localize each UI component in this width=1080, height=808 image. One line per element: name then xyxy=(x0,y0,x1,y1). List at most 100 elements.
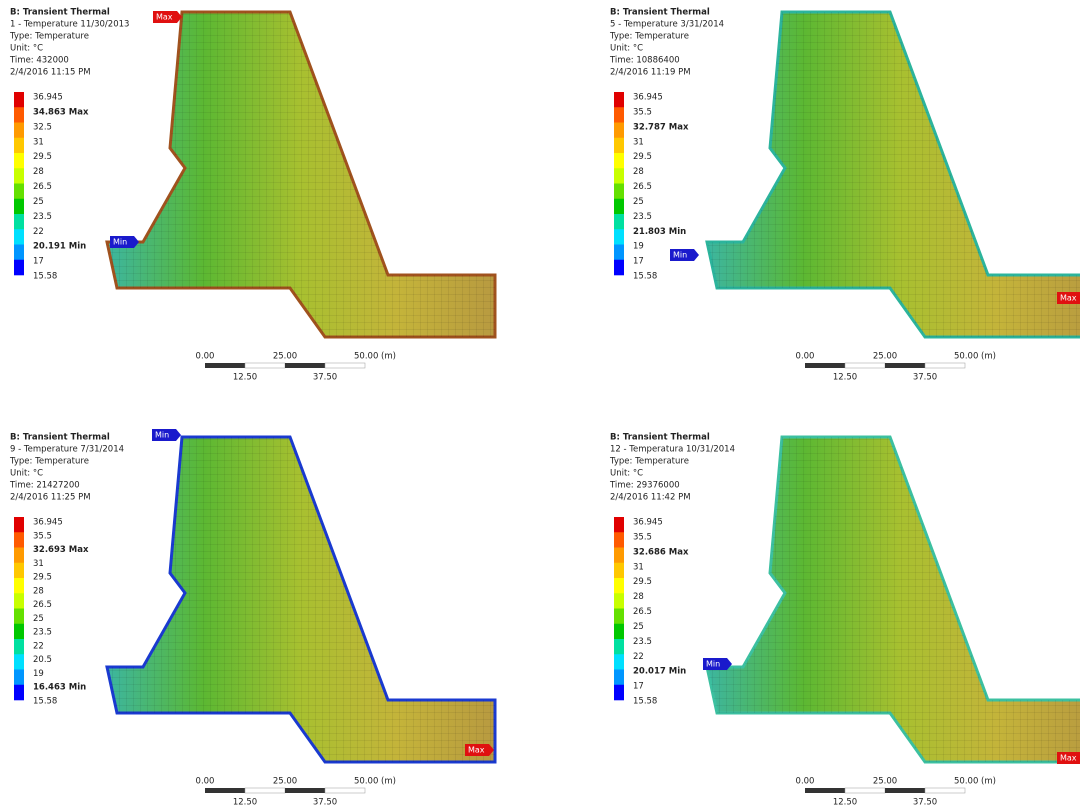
scale-seg xyxy=(285,363,325,368)
scale-label: 0.00 xyxy=(796,352,815,362)
legend-label: 25 xyxy=(33,197,44,207)
scale-seg xyxy=(205,788,245,793)
legend-label: 25 xyxy=(633,197,644,207)
scale-seg xyxy=(324,787,366,794)
dam-mesh xyxy=(107,437,495,762)
legend-band xyxy=(614,214,624,230)
legend-label: 32.787 Max xyxy=(633,122,689,132)
header-line: 1 - Temperature 11/30/2013 xyxy=(10,20,129,30)
scale-label: 12.50 xyxy=(233,373,257,383)
scale-seg xyxy=(285,788,325,793)
scale-label: 25.00 xyxy=(873,777,897,787)
header-line: Type: Temperature xyxy=(9,32,89,42)
legend-label: 31 xyxy=(633,137,644,147)
scale-seg xyxy=(205,363,245,368)
legend-label: 28 xyxy=(633,592,644,602)
min-tag-box xyxy=(703,658,732,670)
legend-band xyxy=(14,593,24,609)
legend-label: 26.5 xyxy=(633,182,652,192)
legend-band xyxy=(614,684,624,701)
scale-label: 50.00 (m) xyxy=(354,352,396,362)
legend-label: 28 xyxy=(33,586,44,596)
legend-band xyxy=(14,122,24,139)
dam-mesh xyxy=(707,12,1080,337)
legend-label: 34.863 Max xyxy=(33,107,89,117)
scale-seg xyxy=(924,787,966,794)
legend-band xyxy=(14,229,24,245)
legend-band xyxy=(14,578,24,594)
legend-label: 16.463 Min xyxy=(33,683,86,693)
min-tag: Min xyxy=(673,251,687,260)
max-tag-box xyxy=(465,744,494,756)
header-line: Time: 29376000 xyxy=(609,481,680,491)
scale-seg xyxy=(924,362,966,369)
min-tag-box xyxy=(670,249,699,261)
legend-label: 28 xyxy=(33,167,44,177)
legend-label: 17 xyxy=(633,257,644,267)
legend-band xyxy=(614,198,624,215)
legend-band xyxy=(14,153,24,169)
max-tag: Max xyxy=(1060,754,1077,763)
legend-band xyxy=(614,153,624,169)
scale-label: 0.00 xyxy=(196,352,215,362)
legend-label: 15.58 xyxy=(633,272,657,282)
legend-band xyxy=(14,244,24,261)
legend-band xyxy=(614,669,624,686)
legend-label: 29.5 xyxy=(33,152,52,162)
scale-seg xyxy=(805,788,845,793)
max-tag: Max xyxy=(1060,294,1077,303)
panel: B: Transient Thermal 9 - Temperature 7/31… xyxy=(9,429,497,808)
panel-title: B: Transient Thermal xyxy=(610,8,710,18)
legend-band xyxy=(14,259,24,276)
legend-band xyxy=(614,244,624,261)
legend-label: 15.58 xyxy=(633,697,657,707)
legend-band xyxy=(614,137,624,154)
legend-label: 26.5 xyxy=(633,607,652,617)
header-line: 12 - Temperatura 10/31/2014 xyxy=(610,445,735,455)
legend-band xyxy=(614,92,624,108)
header-line: Type: Temperature xyxy=(609,32,689,42)
legend-label: 29.5 xyxy=(633,577,652,587)
scale-label: 0.00 xyxy=(196,777,215,787)
scale-seg xyxy=(885,363,925,368)
header-line: Unit: °C xyxy=(10,44,43,54)
panel: B: Transient Thermal 5 - Temperature 3/31… xyxy=(609,8,1080,383)
legend-band xyxy=(614,608,624,625)
legend-band xyxy=(614,578,624,594)
legend-label: 35.5 xyxy=(633,532,652,542)
header-line: 2/4/2016 11:25 PM xyxy=(10,493,91,503)
legend-band xyxy=(614,654,624,670)
legend-band xyxy=(14,107,24,123)
legend-label: 26.5 xyxy=(33,600,52,610)
header-line: Time: 21427200 xyxy=(9,481,80,491)
legend-band xyxy=(14,532,24,548)
legend-label: 32.693 Max xyxy=(33,545,89,555)
legend-label: 36.945 xyxy=(33,518,63,528)
header-line: Unit: °C xyxy=(610,44,643,54)
legend-label: 31 xyxy=(33,559,44,569)
legend-band xyxy=(14,654,24,670)
legend-band xyxy=(614,547,624,564)
panel: B: Transient Thermal 1 - Temperature 11/3… xyxy=(9,8,497,383)
legend-band xyxy=(14,562,24,579)
legend-label: 25 xyxy=(33,614,44,624)
legend-label: 29.5 xyxy=(633,152,652,162)
legend-band xyxy=(14,608,24,625)
legend-band xyxy=(14,137,24,154)
legend-label: 23.5 xyxy=(633,637,652,647)
legend-label: 28 xyxy=(633,167,644,177)
legend-label: 17 xyxy=(633,682,644,692)
legend-label: 35.5 xyxy=(33,531,52,541)
legend-band xyxy=(614,259,624,276)
legend-label: 20.017 Min xyxy=(633,667,686,677)
legend-label: 23.5 xyxy=(33,628,52,638)
dam-mesh xyxy=(107,12,495,337)
legend-label: 23.5 xyxy=(633,212,652,222)
legend-band xyxy=(14,198,24,215)
legend-label: 26.5 xyxy=(33,182,52,192)
min-tag-box xyxy=(110,236,139,248)
min-tag: Min xyxy=(113,238,127,247)
legend-label: 36.945 xyxy=(633,518,663,528)
max-tag: Max xyxy=(156,13,173,22)
